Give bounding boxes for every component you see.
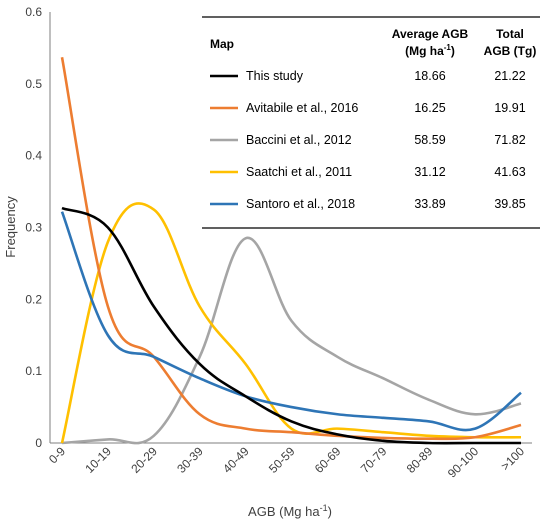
series-lines — [60, 57, 522, 445]
x-tick-label: 40-49 — [220, 444, 252, 476]
table-cell-map: Baccini et al., 2012 — [246, 133, 352, 147]
y-tick-label: 0.2 — [25, 292, 42, 306]
y-tick-label: 0.6 — [25, 5, 42, 19]
table-cell-total: 39.85 — [494, 197, 525, 211]
table-header-total-line1: Total — [496, 27, 524, 41]
y-tick-label: 0.5 — [25, 77, 42, 91]
x-tick-label: >100 — [498, 444, 527, 473]
table-cell-avg: 58.59 — [414, 133, 445, 147]
table-cell-total: 41.63 — [494, 165, 525, 179]
x-tick-label: 20-29 — [128, 444, 160, 476]
x-tick-label: 10-19 — [82, 444, 114, 476]
x-tick-label: 60-69 — [312, 444, 344, 476]
table-header-total-line2: AGB (Tg) — [484, 44, 537, 58]
series-line-baccini-et-al-2012 — [61, 236, 522, 445]
table-cell-map: Saatchi et al., 2011 — [246, 165, 352, 179]
table-header-map: Map — [210, 37, 234, 51]
x-tick-label: 0-9 — [46, 444, 68, 466]
y-tick-label: 0 — [35, 436, 42, 450]
x-tick-labels: 0-9 10-19 20-29 30-39 40-49 50-59 60-69 70-79 80… — [46, 444, 527, 481]
table-cell-total: 19.91 — [494, 101, 525, 115]
series-line-saatchi-et-al-2011 — [60, 202, 522, 444]
legend-table: Map Average AGB (Mg ha-1) Total AGB (Tg)… — [202, 16, 540, 229]
table-cell-avg: 33.89 — [414, 197, 445, 211]
x-tick-label: 90-100 — [445, 444, 482, 481]
table-cell-total: 21.22 — [494, 69, 525, 83]
table-cell-avg: 18.66 — [414, 69, 445, 83]
table-rows: This study 18.66 21.22 Avitabile et al., 20… — [210, 69, 526, 211]
x-tick-label: 70-79 — [358, 444, 390, 476]
x-tick-label: 30-39 — [174, 444, 206, 476]
table-cell-avg: 16.25 — [414, 101, 445, 115]
series-line-santoro-et-al-2018 — [60, 211, 522, 432]
y-tick-label: 0.3 — [25, 221, 42, 235]
x-tick-label: 80-89 — [404, 444, 436, 476]
x-tick-label: 50-59 — [266, 444, 298, 476]
series-line-avitabile-et-al-2016 — [60, 57, 522, 441]
table-cell-map: This study — [246, 69, 304, 83]
x-axis-title: AGB (Mg ha-1) — [248, 503, 332, 519]
table-cell-map: Avitabile et al., 2016 — [246, 101, 358, 115]
table-cell-avg: 31.12 — [414, 165, 445, 179]
y-tick-labels: 0 0.1 0.2 0.3 0.4 0.5 0.6 — [25, 5, 42, 450]
y-tick-label: 0.4 — [25, 149, 42, 163]
y-axis-title: Frequency — [3, 196, 18, 258]
y-tick-label: 0.1 — [25, 364, 42, 378]
series-line-this-study — [61, 206, 521, 445]
table-header-avg-line1: Average AGB — [392, 27, 469, 41]
table-cell-map: Santoro et al., 2018 — [246, 197, 355, 211]
table-cell-total: 71.82 — [494, 133, 525, 147]
table-header-avg-line2: (Mg ha-1) — [405, 43, 455, 58]
